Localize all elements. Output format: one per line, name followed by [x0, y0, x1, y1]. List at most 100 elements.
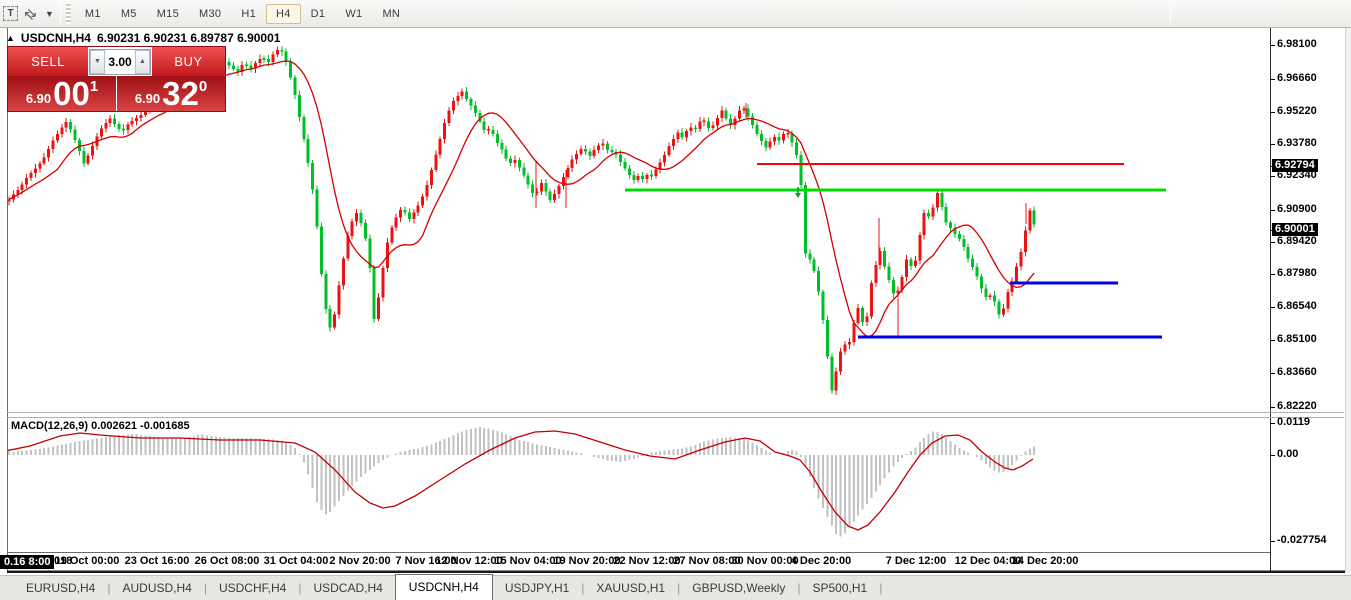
macd-histogram-bar — [126, 434, 129, 455]
candle-body — [227, 62, 231, 66]
macd-histogram-bar — [289, 444, 292, 455]
tab-usdcnh-h4[interactable]: USDCNH,H4 — [394, 574, 493, 600]
price-badge: 6.90001 — [1272, 223, 1318, 236]
macd-histogram-bar — [386, 455, 389, 458]
macd-histogram-bar — [602, 455, 604, 460]
candle-body — [280, 50, 284, 52]
candle-body — [962, 239, 966, 248]
timeframe-button-m15[interactable]: M15 — [156, 7, 180, 20]
macd-axis-label: 0.00 — [1277, 448, 1299, 460]
macd-histogram-bar — [962, 450, 965, 455]
arrange-windows-icon[interactable]: ⇄ — [20, 4, 42, 24]
window-scroll-strip[interactable] — [1345, 28, 1351, 573]
candle-body — [77, 140, 81, 151]
candle-body — [671, 138, 675, 146]
macd-histogram-bar — [298, 454, 301, 455]
text-label-tool-icon[interactable]: T — [3, 6, 18, 21]
volume-value[interactable]: 3.00 — [108, 54, 132, 69]
tab-usdcad-h4[interactable]: USDCAD,H4 — [313, 581, 383, 595]
macd-histogram-bar — [813, 455, 816, 488]
tab-separator: | — [107, 581, 111, 595]
macd-histogram-bar — [668, 450, 670, 455]
candle-body — [315, 189, 319, 227]
candle-body — [403, 210, 407, 213]
macd-histogram-bar — [377, 455, 380, 464]
buy-button[interactable]: BUY — [152, 47, 225, 77]
tab-sp500-h1[interactable]: SP500,H1 — [812, 581, 868, 595]
macd-histogram-bar — [791, 450, 794, 455]
macd-histogram-bar — [465, 430, 468, 455]
macd-histogram-bar — [166, 437, 169, 455]
candle-body — [465, 91, 469, 99]
macd-histogram-bar — [263, 438, 266, 455]
buy-price-display[interactable]: 6.90 32 0 — [117, 76, 225, 111]
macd-histogram-bar — [355, 455, 358, 482]
candle-body — [966, 247, 970, 259]
candle-body — [487, 129, 491, 131]
macd-histogram-bar — [654, 451, 657, 455]
macd-histogram-bar — [87, 439, 90, 455]
macd-histogram-bar — [786, 451, 789, 455]
candle-body — [707, 121, 711, 128]
macd-histogram-bar — [830, 455, 833, 526]
macd-histogram-bar — [637, 455, 640, 458]
macd-histogram-bar — [514, 438, 516, 455]
tab-usdchf-h4[interactable]: USDCHF,H4 — [218, 581, 287, 595]
tab-xauusd-h1[interactable]: XAUUSD,H1 — [596, 581, 666, 595]
volume-decrease-button[interactable]: ▼ — [90, 49, 105, 74]
timeframe-button-m5[interactable]: M5 — [120, 7, 137, 20]
timeframe-button-m1[interactable]: M1 — [84, 7, 101, 20]
macd-histogram-bar — [910, 451, 912, 455]
tab-usdjpy-h1[interactable]: USDJPY,H1 — [504, 581, 570, 595]
candle-body — [25, 178, 29, 185]
macd-histogram-bar — [131, 434, 134, 455]
candle-body — [29, 173, 33, 179]
timeframe-button-w1[interactable]: W1 — [345, 7, 363, 20]
toolbar-grip[interactable] — [65, 3, 71, 24]
candle-body — [121, 128, 125, 131]
price-axis-label: 6.85100 — [1277, 333, 1317, 345]
candle-body — [544, 183, 548, 192]
candle-body — [275, 50, 279, 55]
macd-histogram-bar — [751, 442, 754, 455]
candle-body — [363, 223, 367, 239]
candle-body — [104, 122, 108, 129]
candle-body — [359, 213, 363, 223]
timeframe-button-d1[interactable]: D1 — [310, 7, 326, 20]
macd-histogram-bar — [368, 455, 371, 471]
macd-histogram-bar — [509, 436, 512, 455]
price-axis-label: 6.98100 — [1277, 38, 1317, 50]
macd-histogram-bar — [342, 455, 345, 496]
macd-histogram-bar — [412, 449, 415, 455]
tab-eurusd-h4[interactable]: EURUSD,H4 — [26, 581, 96, 595]
timeframe-button-mn[interactable]: MN — [382, 7, 401, 20]
toolbar-dropdown-caret[interactable]: ▼ — [45, 8, 54, 19]
candle-body — [350, 221, 354, 236]
macd-histogram-bar — [285, 441, 288, 455]
tab-audusd-h4[interactable]: AUDUSD,H4 — [122, 581, 192, 595]
tab-separator: | — [677, 581, 681, 595]
collapse-triangle-icon[interactable]: ▲ — [6, 33, 15, 43]
candle-body — [742, 108, 746, 111]
sell-button[interactable]: SELL — [8, 47, 88, 77]
macd-histogram-bar — [223, 437, 226, 455]
candle-body — [773, 136, 777, 142]
timeframe-button-m30[interactable]: M30 — [199, 7, 222, 20]
volume-increase-button[interactable]: ▲ — [135, 49, 150, 74]
timeframe-button-h1[interactable]: H1 — [241, 7, 256, 20]
candle-body — [469, 98, 473, 106]
macd-histogram-bar — [60, 444, 63, 455]
macd-histogram-bar — [382, 455, 384, 461]
macd-indicator-label: MACD(12,26,9) 0.002621 -0.001685 — [11, 420, 190, 432]
macd-histogram-bar — [650, 452, 653, 455]
candle-body — [975, 267, 979, 277]
sell-price-display[interactable]: 6.90 00 1 — [8, 76, 116, 111]
chart-window[interactable]: ▲ USDCNH,H4 6.90231 6.90231 6.89787 6.90… — [0, 28, 1351, 600]
macd-histogram-bar — [311, 455, 314, 489]
candle-body — [632, 175, 636, 180]
tab-gbpusd-weekly[interactable]: GBPUSD,Weekly — [692, 581, 786, 595]
macd-histogram-bar — [866, 455, 868, 504]
window-bottom-border — [7, 570, 1351, 573]
chart-title-ohlc: 6.90231 6.90231 6.89787 6.90001 — [96, 31, 281, 45]
timeframe-button-h4[interactable]: H4 — [266, 3, 301, 24]
